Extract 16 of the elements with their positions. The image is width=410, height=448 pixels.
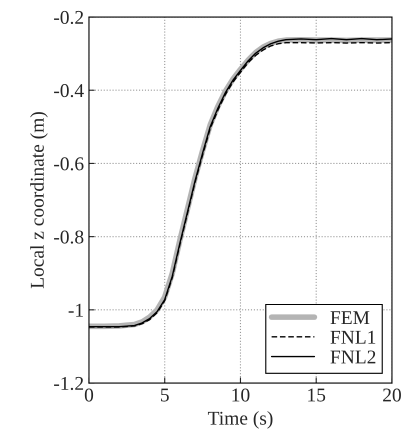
y-tick-label: -0.6 — [54, 157, 84, 170]
legend-label: FEM — [330, 311, 370, 324]
y-tick-label: -0.4 — [54, 84, 84, 98]
x-tick-label: 15 — [308, 388, 326, 402]
y-tick-label: -0.2 — [54, 10, 84, 24]
y-tick-label: -1.2 — [54, 376, 84, 390]
x-tick-label: 10 — [232, 388, 250, 402]
x-tick-label: 20 — [383, 388, 401, 402]
x-axis-title: Time (s) — [208, 411, 272, 429]
x-tick-label: 0 — [84, 388, 94, 402]
legend-label: FNL2 — [330, 350, 376, 364]
x-tick-label: 5 — [160, 388, 169, 402]
y-axis-title: Local z coordinate (m) — [30, 112, 48, 288]
legend-label: FNL1 — [330, 330, 376, 344]
y-tick-label: -1 — [68, 304, 83, 317]
y-tick-label: -0.8 — [54, 230, 84, 244]
